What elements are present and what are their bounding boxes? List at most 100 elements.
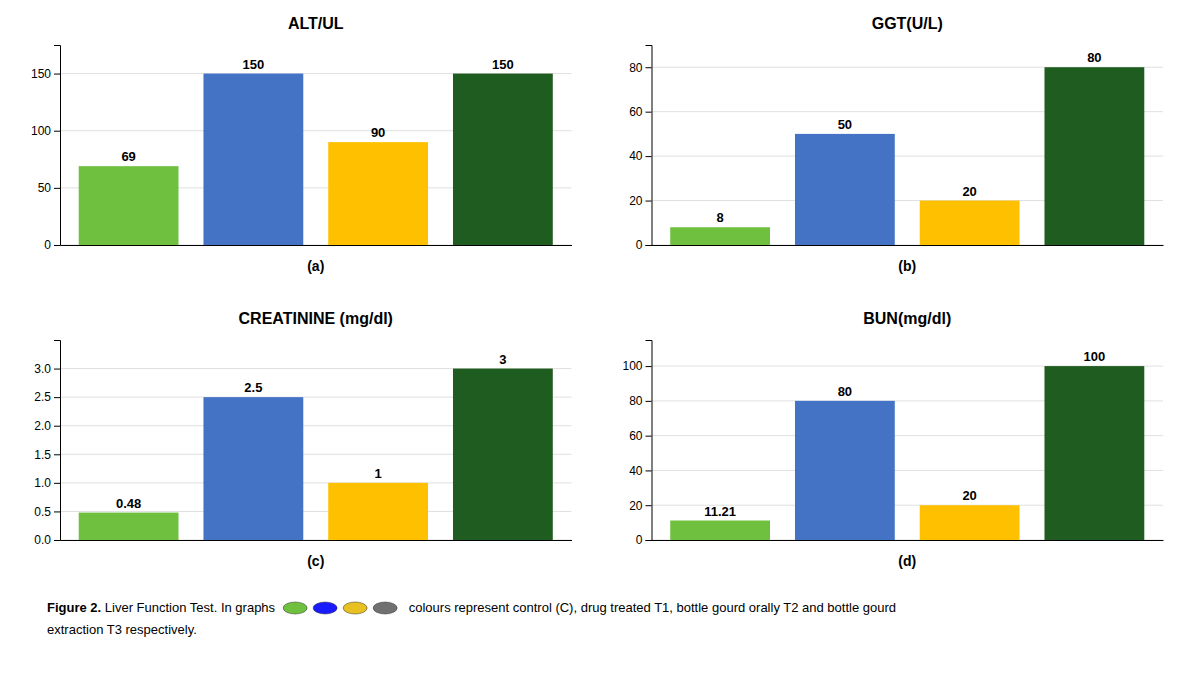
y-tick: 0.0 xyxy=(34,533,60,547)
tick-label: 60 xyxy=(629,105,643,119)
axis-line xyxy=(646,341,653,541)
bar xyxy=(203,74,303,245)
y-tick: 0 xyxy=(636,238,652,252)
y-tick: 80 xyxy=(629,394,651,408)
y-tick: 2.5 xyxy=(34,390,60,404)
bar xyxy=(203,397,303,540)
tick-mark xyxy=(54,188,60,189)
data-labels: 8502080 xyxy=(716,50,1101,225)
tick-mark xyxy=(646,245,652,246)
figure: 0501001506915090150ALT/UL(a)020406080850… xyxy=(0,0,1183,691)
x-axis xyxy=(652,245,1164,246)
y-tick: 3.0 xyxy=(34,362,60,376)
caption-swatch xyxy=(313,602,337,614)
tick-label: 20 xyxy=(629,194,643,208)
bar xyxy=(1044,67,1144,245)
y-tick: 20 xyxy=(629,499,651,513)
tick-mark xyxy=(646,436,652,437)
tick-label: 0.5 xyxy=(34,505,51,519)
axis-line xyxy=(54,46,61,246)
data-label: 0.48 xyxy=(116,496,141,511)
tick-mark xyxy=(54,74,60,75)
bar xyxy=(920,505,1020,540)
caption: Figure 2. Liver Function Test. In graphs… xyxy=(47,600,896,637)
tick-label: 2.0 xyxy=(34,419,51,433)
panel-label: (c) xyxy=(307,553,324,569)
tick-label: 80 xyxy=(629,61,643,75)
y-tick: 40 xyxy=(629,464,651,478)
tick-label: 40 xyxy=(629,149,643,163)
panel-label: (d) xyxy=(898,553,916,569)
caption-text: Figure 2. xyxy=(47,600,101,615)
data-label: 150 xyxy=(492,57,514,72)
bar xyxy=(453,74,553,245)
y-tick: 0 xyxy=(44,238,60,252)
grid xyxy=(60,369,572,540)
tick-label: 2.5 xyxy=(34,390,51,404)
tick-label: 0 xyxy=(44,238,51,252)
tick-mark xyxy=(54,511,60,512)
y-tick: 0 xyxy=(636,533,652,547)
axis-line xyxy=(652,540,1164,541)
tick-mark xyxy=(54,426,60,427)
bars xyxy=(79,74,553,245)
data-labels: 11.218020100 xyxy=(704,349,1105,518)
tick-mark xyxy=(646,505,652,506)
data-labels: 0.482.513 xyxy=(116,352,507,511)
data-label: 11.21 xyxy=(704,504,736,519)
tick-mark xyxy=(54,397,60,398)
grid xyxy=(652,366,1164,540)
tick-label: 60 xyxy=(629,429,643,443)
caption-swatch xyxy=(373,602,397,614)
bar xyxy=(920,201,1020,245)
chart-title: CREATININE (mg/dl) xyxy=(239,310,393,327)
tick-mark xyxy=(54,245,60,246)
y-axis: 0 20 40 60 80 100 xyxy=(622,341,652,548)
tick-label: 0 xyxy=(636,238,643,252)
y-tick: 50 xyxy=(38,181,60,195)
tick-mark xyxy=(54,540,60,541)
data-label: 20 xyxy=(962,488,976,503)
tick-label: 100 xyxy=(622,359,642,373)
tick-label: 150 xyxy=(31,67,51,81)
caption-text: colours represent control (C), drug trea… xyxy=(405,600,896,615)
bar xyxy=(453,369,553,540)
tick-mark xyxy=(646,67,652,68)
y-tick: 40 xyxy=(629,149,651,163)
data-label: 80 xyxy=(1087,50,1101,65)
data-label: 100 xyxy=(1084,349,1106,364)
y-tick: 1.0 xyxy=(34,476,60,490)
axis-line xyxy=(61,245,573,246)
tick-label: 50 xyxy=(38,181,52,195)
bar xyxy=(1044,366,1144,540)
caption-text: Liver Function Test. In graphs xyxy=(101,600,275,615)
caption-text: extraction T3 respectively. xyxy=(47,622,197,637)
axis-line xyxy=(652,245,1164,246)
tick-mark xyxy=(646,366,652,367)
data-label: 90 xyxy=(371,125,385,140)
panel-label: (b) xyxy=(898,258,916,274)
chart-title: BUN(mg/dl) xyxy=(863,310,951,327)
data-label: 69 xyxy=(121,149,135,164)
bar xyxy=(670,227,770,245)
tick-label: 0 xyxy=(636,533,643,547)
y-tick: 60 xyxy=(629,429,651,443)
data-label: 3 xyxy=(499,352,506,367)
panel: 0501001506915090150ALT/UL(a) xyxy=(31,15,572,274)
tick-mark xyxy=(54,369,60,370)
tick-label: 1.5 xyxy=(34,448,51,462)
panel: 0.0 0.5 1.0 1.5 2.0 2.5 3.0 0.482.513 CREATININE… xyxy=(34,310,572,569)
tick-label: 40 xyxy=(629,464,643,478)
tick-mark xyxy=(646,401,652,402)
grid xyxy=(60,74,572,245)
data-label: 150 xyxy=(243,57,265,72)
y-axis: 0.0 0.5 1.0 1.5 2.0 2.5 3.0 xyxy=(34,341,60,548)
tick-label: 80 xyxy=(629,394,643,408)
caption-swatch xyxy=(283,602,307,614)
data-labels: 69 150 90 150 xyxy=(121,57,513,165)
caption-swatch xyxy=(343,602,367,614)
bar xyxy=(670,521,770,540)
tick-label: 1.0 xyxy=(34,476,51,490)
y-axis: 0 20 40 60 80 xyxy=(629,46,652,253)
axis-line xyxy=(61,540,573,541)
